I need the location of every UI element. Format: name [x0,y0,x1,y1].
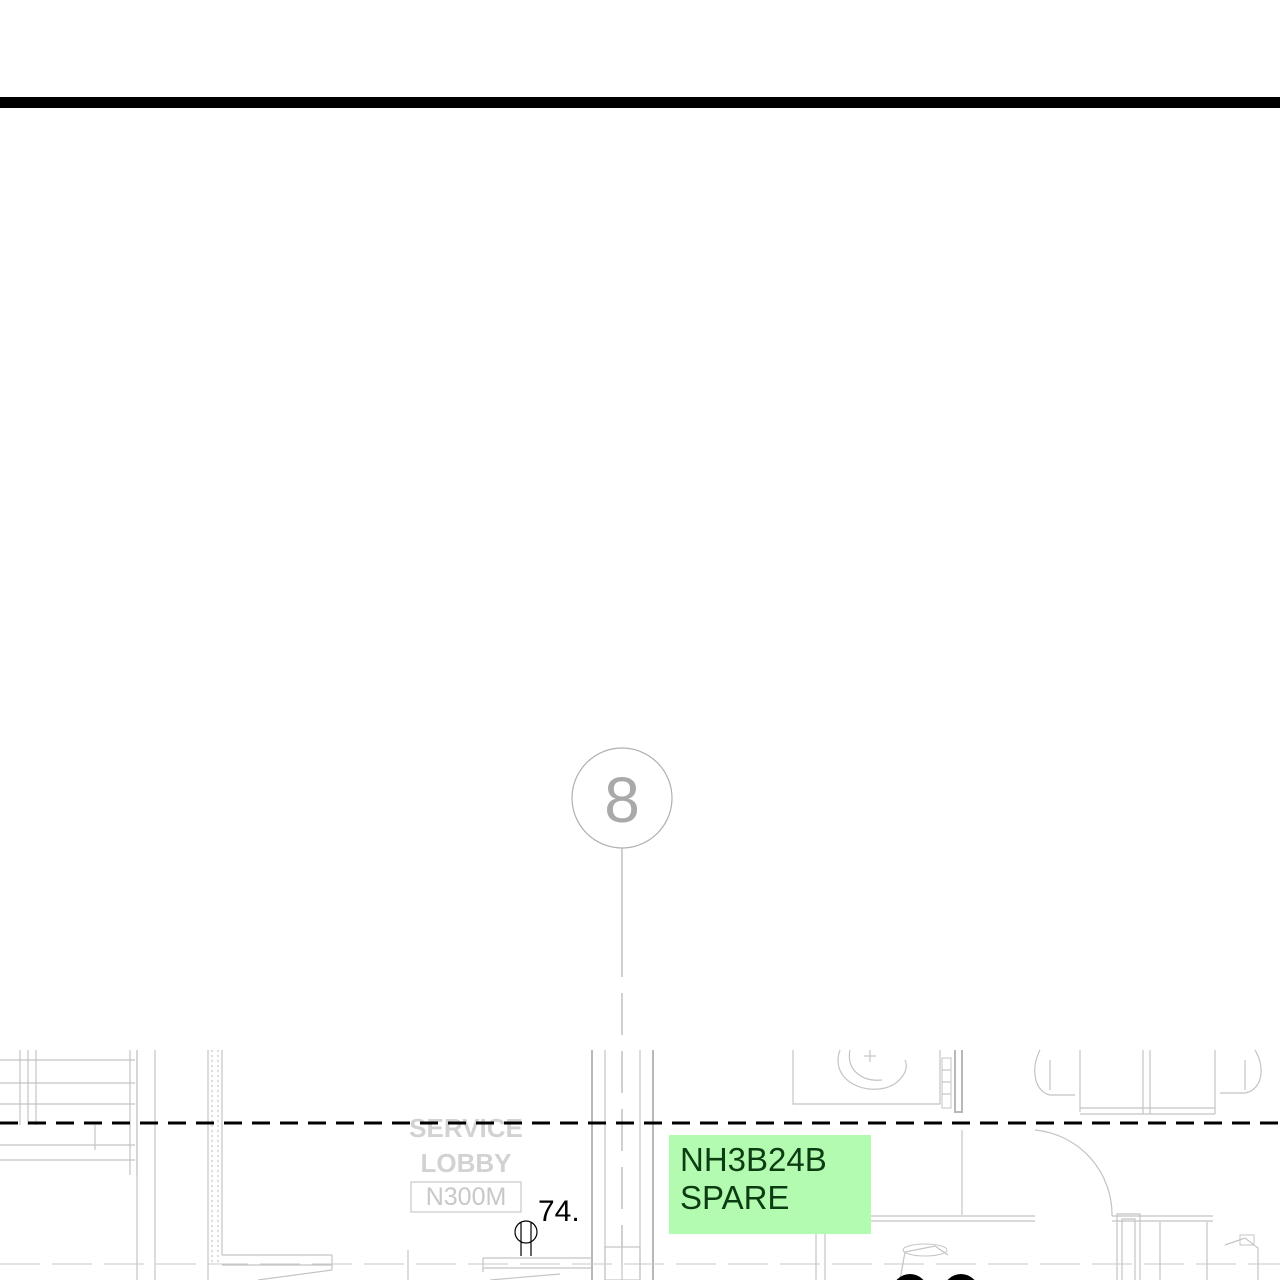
left-shelving [0,1050,156,1280]
service-lobby: SERVICE LOBBY N300M [407,1113,593,1280]
marker-label: 74. [538,1195,580,1228]
bottom-dot-symbols [896,1274,975,1280]
highlight-box [669,1135,871,1234]
hatched-wall [207,1050,333,1280]
room-label-line2: LOBBY [421,1148,512,1178]
highlighted-room-tag: NH3B24B SPARE [669,1135,871,1234]
room-number: N300M [426,1183,507,1211]
grid-bubble-number: 8 [604,764,640,836]
grid-bubble: 8 [571,747,673,849]
desk-with-chair [792,1049,963,1113]
top-border-line [0,97,1280,108]
workstations [1034,1049,1262,1115]
highlight-line2: SPARE [680,1179,789,1216]
room-label-line1: SERVICE [409,1113,523,1143]
office-walls [815,1129,1259,1280]
highlight-line1: NH3B24B [680,1141,827,1178]
marker-symbol [514,1220,538,1256]
shaft-walls [591,1050,654,1280]
